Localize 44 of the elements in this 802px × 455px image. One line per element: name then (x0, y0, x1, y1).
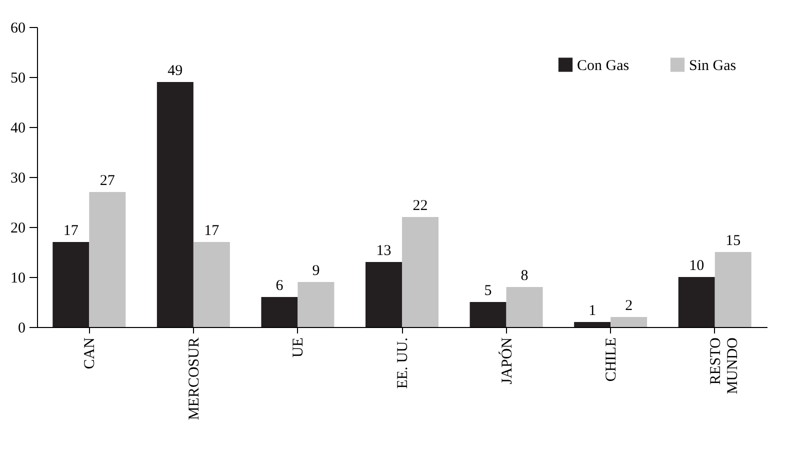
bar (470, 302, 506, 327)
y-tick-label: 40 (10, 120, 26, 136)
bar (156, 82, 194, 327)
x-tick-label: EE. UU. (395, 338, 411, 389)
x-tick-label: JAPÓN (498, 337, 516, 384)
data-label: 10 (689, 258, 704, 274)
bar (610, 317, 648, 327)
legend-label: Sin Gas (689, 58, 736, 74)
data-label: 1 (588, 303, 596, 319)
bar (714, 252, 752, 327)
y-tick-label: 0 (18, 320, 26, 336)
bar (193, 242, 230, 327)
data-label: 6 (276, 278, 284, 294)
data-label: 13 (376, 243, 392, 259)
bar (402, 217, 438, 327)
x-tick-label: RESTO MUNDO (708, 337, 741, 394)
bar (89, 192, 126, 327)
data-label: 8 (520, 268, 528, 284)
bar (261, 297, 298, 327)
x-tick-label: MERCOSUR (186, 338, 202, 420)
bar (366, 262, 402, 327)
data-label: 5 (484, 283, 492, 299)
x-tick-label: UE (290, 338, 307, 358)
x-tick-label: CHILE (604, 338, 620, 382)
y-tick-label: 10 (10, 270, 26, 286)
data-label: 9 (312, 263, 320, 279)
bar (506, 287, 543, 327)
legend-label: Con Gas (577, 58, 630, 74)
x-tick-label: CAN (82, 337, 98, 370)
y-tick-label: 30 (10, 170, 26, 186)
y-tick-label: 60 (10, 20, 26, 36)
data-label: 15 (726, 233, 741, 249)
data-label: 49 (168, 63, 183, 79)
bar (298, 282, 334, 327)
data-label: 17 (204, 223, 220, 239)
y-tick-label: 50 (10, 70, 26, 86)
data-label: 22 (412, 198, 428, 214)
bar (52, 242, 90, 327)
bar (574, 322, 611, 327)
data-label: 2 (625, 298, 633, 314)
bar (678, 277, 715, 327)
y-tick-label: 20 (10, 220, 26, 236)
data-label: 17 (63, 223, 79, 239)
data-label: 27 (100, 173, 116, 189)
